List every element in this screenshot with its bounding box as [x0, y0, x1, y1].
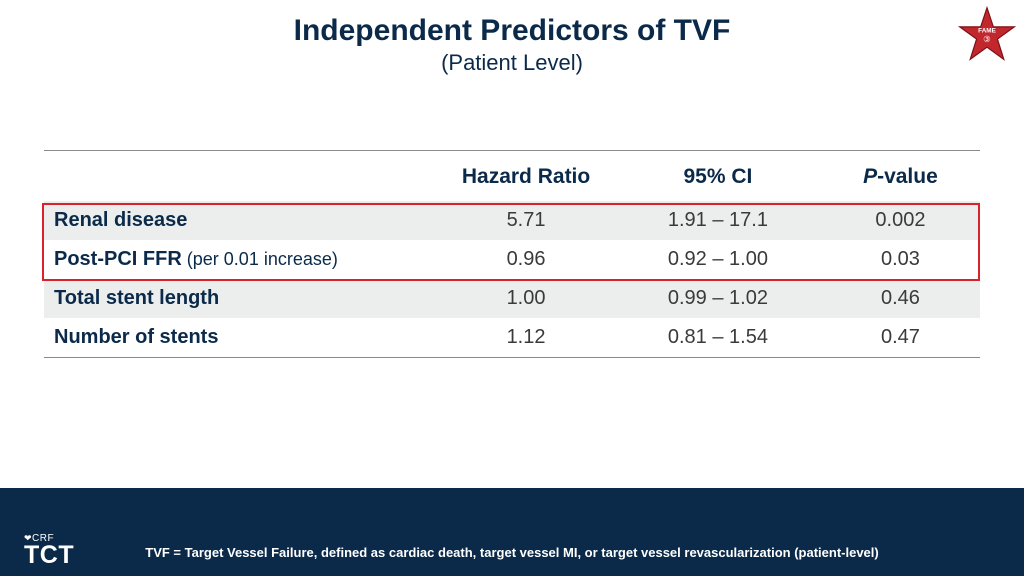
col-header-pvalue: P-value — [821, 151, 980, 201]
predictor-cell: Renal disease — [44, 201, 437, 240]
slide-title: Independent Predictors of TVF — [0, 14, 1024, 48]
predictor-cell: Post-PCI FFR (per 0.01 increase) — [44, 240, 437, 279]
ci-cell: 1.91 – 17.1 — [615, 201, 821, 240]
predictor-cell: Total stent length — [44, 279, 437, 318]
footer-bar: ❤CRF TCT TVF = Target Vessel Failure, de… — [0, 514, 1024, 576]
star-text-line2: ③ — [983, 34, 991, 44]
ci-cell: 0.99 – 1.02 — [615, 279, 821, 318]
pvalue-cell: 0.46 — [821, 279, 980, 318]
slide-subtitle: (Patient Level) — [0, 50, 1024, 76]
table-row: Number of stents1.120.81 – 1.540.47 — [44, 318, 980, 357]
ci-cell: 0.81 – 1.54 — [615, 318, 821, 357]
col-header-ci: 95% CI — [615, 151, 821, 201]
title-block: Independent Predictors of TVF (Patient L… — [0, 14, 1024, 76]
pvalue-cell: 0.47 — [821, 318, 980, 357]
ci-cell: 0.92 – 1.00 — [615, 240, 821, 279]
table-bottom-rule — [44, 357, 980, 358]
table-row: Total stent length1.000.99 – 1.020.46 — [44, 279, 980, 318]
footnote-text: TVF = Target Vessel Failure, defined as … — [0, 545, 1024, 560]
slide: Independent Predictors of TVF (Patient L… — [0, 0, 1024, 576]
col-header-hazard-ratio: Hazard Ratio — [437, 151, 615, 201]
table-header-row: Hazard Ratio 95% CI P-value — [44, 151, 980, 201]
hr-cell: 1.12 — [437, 318, 615, 357]
col-header-predictor — [44, 151, 437, 201]
predictor-cell: Number of stents — [44, 318, 437, 357]
table-row: Post-PCI FFR (per 0.01 increase)0.960.92… — [44, 240, 980, 279]
pvalue-cell: 0.002 — [821, 201, 980, 240]
fame-star-badge: FAME ③ — [958, 6, 1016, 64]
pvalue-cell: 0.03 — [821, 240, 980, 279]
hr-cell: 1.00 — [437, 279, 615, 318]
hr-cell: 0.96 — [437, 240, 615, 279]
predictors-table: Hazard Ratio 95% CI P-value Renal diseas… — [44, 150, 980, 358]
table-row: Renal disease5.711.91 – 17.10.002 — [44, 201, 980, 240]
hr-cell: 5.71 — [437, 201, 615, 240]
